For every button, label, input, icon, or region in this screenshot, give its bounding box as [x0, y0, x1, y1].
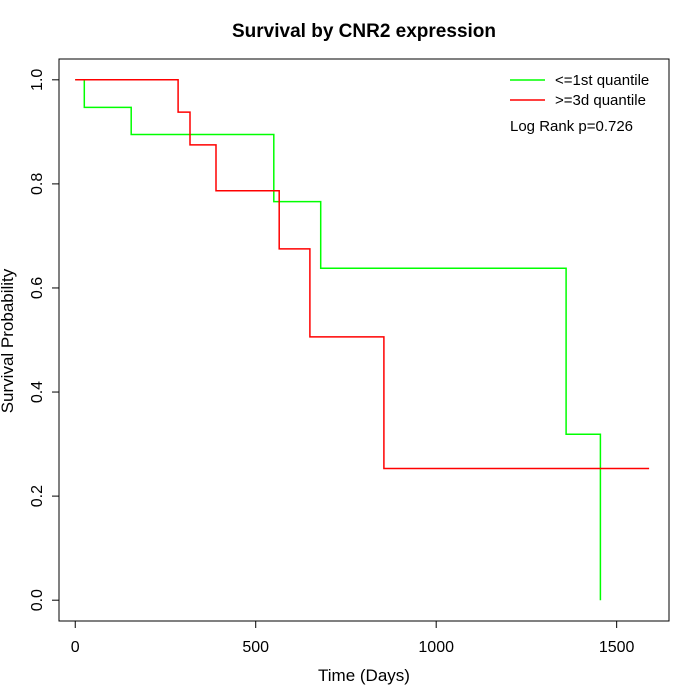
legend: <=1st quantile >=3d quantile — [510, 72, 649, 109]
y-tick-label: 0.0 — [29, 589, 46, 611]
survival-curve-1 — [75, 79, 602, 601]
legend-label: <=1st quantile — [555, 72, 649, 89]
x-tick-label: 0 — [71, 639, 80, 656]
y-tick-label: 0.4 — [29, 381, 46, 403]
x-axis-label: Time (Days) — [318, 666, 410, 685]
x-tick-label: 1500 — [599, 639, 635, 656]
plot-frame — [58, 58, 670, 622]
legend-label: >=3d quantile — [555, 92, 646, 109]
y-tick-label: 1.0 — [29, 69, 46, 91]
y-tick-label: 0.8 — [29, 173, 46, 195]
x-tick-label: 1000 — [418, 639, 454, 656]
chart-title: Survival by CNR2 expression — [232, 21, 496, 42]
series-layer — [75, 79, 650, 601]
y-axis-label: Survival Probability — [0, 268, 17, 413]
log-rank-annotation: Log Rank p=0.726 — [510, 118, 633, 135]
x-tick-label: 500 — [242, 639, 269, 656]
x-axis: 0 500 1000 1500 — [71, 620, 635, 656]
y-axis: 0.0 0.2 0.4 0.6 0.8 1.0 — [29, 69, 60, 611]
y-tick-label: 0.6 — [29, 277, 46, 299]
survival-curve-2 — [75, 79, 650, 470]
y-tick-label: 0.2 — [29, 485, 46, 507]
